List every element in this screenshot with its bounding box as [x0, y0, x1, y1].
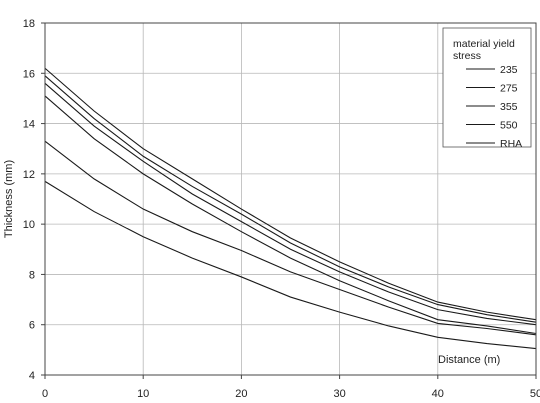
- legend-title-line-2: stress: [453, 50, 481, 62]
- x-axis-ticks: 0 10 20 30 40 50: [42, 375, 540, 400]
- y-tick-label: 18: [23, 18, 35, 30]
- x-tick-label: 20: [235, 388, 247, 400]
- y-tick-label: 12: [23, 169, 35, 181]
- legend-entry-label: 235: [500, 64, 518, 76]
- plot-frame: [44, 22, 537, 376]
- series-line-275: [44, 75, 537, 323]
- legend-entry-label: 355: [500, 101, 518, 113]
- x-axis-label: Distance (m): [438, 354, 500, 366]
- legend-entries: 235 275 355 550 RHA: [466, 64, 522, 150]
- series-line-550: [44, 95, 537, 335]
- series-line-unlabeled: [44, 180, 537, 350]
- y-axis-label: Thickness (mm): [3, 160, 15, 238]
- y-tick-label: 10: [23, 219, 35, 231]
- series-line-355: [44, 82, 537, 326]
- x-tick-label: 30: [333, 388, 345, 400]
- y-tick-label: 16: [23, 68, 35, 80]
- series-line-235: [44, 67, 537, 321]
- y-tick-label: 6: [29, 320, 35, 332]
- x-tick-label: 10: [137, 388, 149, 400]
- x-tick-label: 50: [530, 388, 540, 400]
- series-lines: [44, 67, 537, 350]
- legend-title-line-1: material yield: [453, 38, 515, 50]
- legend: material yield stress 235 275 355 550 RHA: [442, 27, 532, 150]
- legend-entry-label: RHA: [500, 138, 522, 150]
- y-tick-label: 4: [29, 370, 35, 382]
- y-tick-label: 8: [29, 269, 35, 281]
- x-tick-label: 0: [42, 388, 48, 400]
- legend-entry-label: 275: [500, 83, 518, 95]
- y-axis-ticks: 4 6 8 10 12 14 16 18: [23, 18, 45, 382]
- y-tick-label: 14: [23, 119, 35, 131]
- series-line-rha: [44, 140, 537, 336]
- x-tick-label: 40: [432, 388, 444, 400]
- legend-entry-label: 550: [500, 120, 518, 132]
